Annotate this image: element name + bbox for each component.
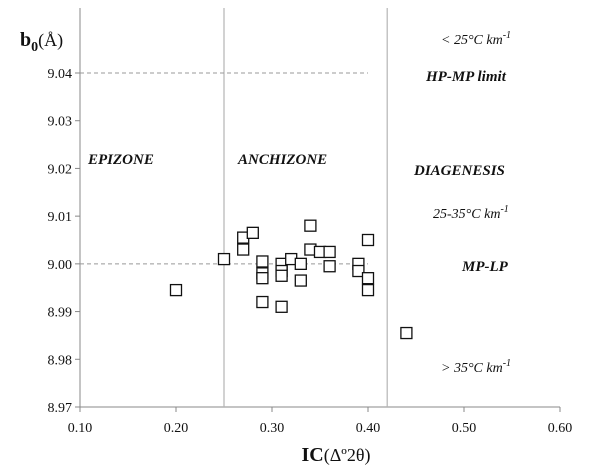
data-points: [169, 219, 413, 340]
y-tick-label: 8.97: [48, 401, 73, 416]
data-point: [169, 283, 183, 297]
data-point: [217, 252, 231, 266]
data-point: [400, 326, 413, 340]
y-tick-label: 9.04: [48, 67, 73, 82]
data-point: [294, 257, 307, 271]
data-point: [294, 274, 307, 287]
y-tick-label: 9.01: [48, 210, 73, 225]
gradient-label-mid-text: 25-35°C km: [433, 207, 500, 222]
data-point: [361, 283, 375, 297]
reference-lines: [80, 8, 388, 407]
gradient-label-bottom-text: > 35°C km: [441, 361, 503, 376]
data-point: [323, 260, 336, 273]
x-tick-label: 0.20: [164, 421, 189, 436]
y-tick-label: 8.99: [48, 306, 73, 321]
x-tick-label: 0.60: [548, 421, 573, 436]
gradient-label-mid-exp: -1: [500, 204, 508, 215]
gradient-label-mid: 25-35°C km-1: [433, 204, 509, 222]
gradient-label-top-exp: -1: [503, 30, 511, 41]
y-axis-title: b0(Å): [20, 29, 63, 55]
data-point: [361, 233, 375, 247]
data-point: [352, 264, 365, 278]
data-point: [304, 219, 317, 232]
y-axis-title-sub: 0: [31, 40, 38, 55]
x-axis-title-main: IC: [301, 444, 323, 466]
limit-label-hp-mp: HP-MP limit: [425, 69, 507, 85]
data-point: [256, 255, 269, 268]
data-point: [246, 226, 259, 239]
y-tick-label: 9.00: [48, 258, 73, 273]
data-point: [275, 300, 288, 313]
data-point: [256, 272, 269, 285]
x-tick-label: 0.10: [68, 421, 93, 436]
y-tick-label: 9.02: [48, 162, 73, 177]
data-point: [256, 295, 269, 309]
zone-label-anchizone: ANCHIZONE: [237, 152, 327, 168]
zone-label-epizone: EPIZONE: [87, 152, 154, 168]
gradient-label-bottom-exp: -1: [503, 358, 511, 369]
data-point: [237, 243, 250, 256]
x-tick-label: 0.30: [260, 421, 285, 436]
x-tick-label: 0.40: [356, 421, 381, 436]
gradient-label-bottom: > 35°C km-1: [441, 358, 511, 376]
zone-label-diagenesis: DIAGENESIS: [413, 163, 505, 179]
x-axis-title-unit: (Δº2θ): [324, 445, 371, 466]
gradient-label-top: < 25°C km-1: [441, 30, 511, 48]
gradient-label-top-text: < 25°C km: [441, 33, 503, 48]
y-tick-label: 8.98: [48, 353, 73, 368]
y-tick-labels: 8.97 8.98 8.99 9.00 9.01 9.02 9.03 9.04: [48, 67, 73, 416]
data-point: [275, 269, 288, 282]
x-tick-label: 0.50: [452, 421, 477, 436]
x-axis-title: IC(Δº2θ): [301, 444, 370, 466]
limit-label-mp-lp: MP-LP: [461, 259, 509, 275]
tick-marks: [75, 72, 561, 412]
y-axis-title-main: b: [20, 29, 31, 51]
data-point: [323, 245, 336, 259]
data-point: [361, 272, 375, 285]
y-axis-title-unit: (Å): [38, 30, 63, 51]
y-tick-label: 9.03: [48, 115, 73, 130]
x-tick-labels: 0.10 0.20 0.30 0.40 0.50 0.60: [68, 421, 573, 436]
